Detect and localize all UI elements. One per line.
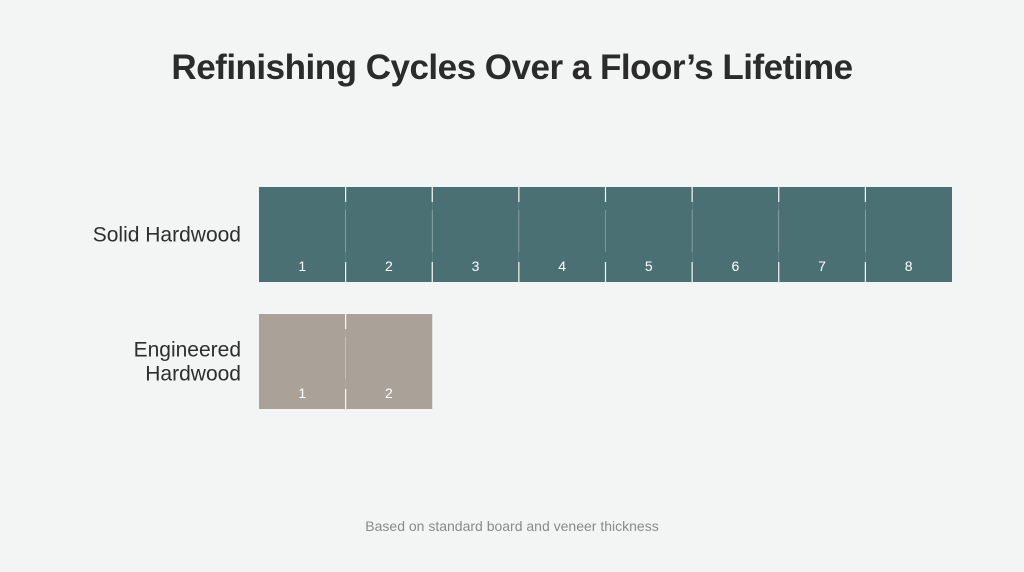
segment-label-engineered-hardwood-1: 1 [298,385,306,401]
bar-segment-solid-hardwood-3 [432,187,519,282]
bar-segment-solid-hardwood-4 [518,187,606,282]
segment-label-solid-hardwood-7: 7 [818,258,826,274]
category-label-engineered-hardwood-line-2: Hardwood [145,363,241,386]
segment-label-solid-hardwood-6: 6 [732,258,740,274]
chart-title: Refinishing Cycles Over a Floor’s Lifeti… [171,48,853,87]
segment-label-solid-hardwood-5: 5 [645,258,653,274]
bar-segment-engineered-hardwood-2 [345,314,433,409]
segment-label-solid-hardwood-2: 2 [385,258,393,274]
bar-segment-solid-hardwood-5 [605,187,693,282]
segment-label-solid-hardwood-1: 1 [298,258,306,274]
segment-label-engineered-hardwood-2: 2 [385,385,393,401]
segment-label-solid-hardwood-3: 3 [472,258,480,274]
category-label-solid-hardwood: Solid Hardwood [93,224,241,247]
chart-footnote: Based on standard board and veneer thick… [365,518,659,534]
bar-segment-solid-hardwood-6 [692,187,779,282]
bar-segment-engineered-hardwood-1 [259,314,346,409]
segment-label-solid-hardwood-4: 4 [558,258,566,274]
bar-segment-solid-hardwood-8 [865,187,952,282]
bar-segment-solid-hardwood-1 [259,187,346,282]
category-label-engineered-hardwood-line-1: Engineered [134,339,241,362]
bar-segment-solid-hardwood-2 [345,187,433,282]
bar-segment-solid-hardwood-7 [778,187,866,282]
segment-label-solid-hardwood-8: 8 [905,258,913,274]
